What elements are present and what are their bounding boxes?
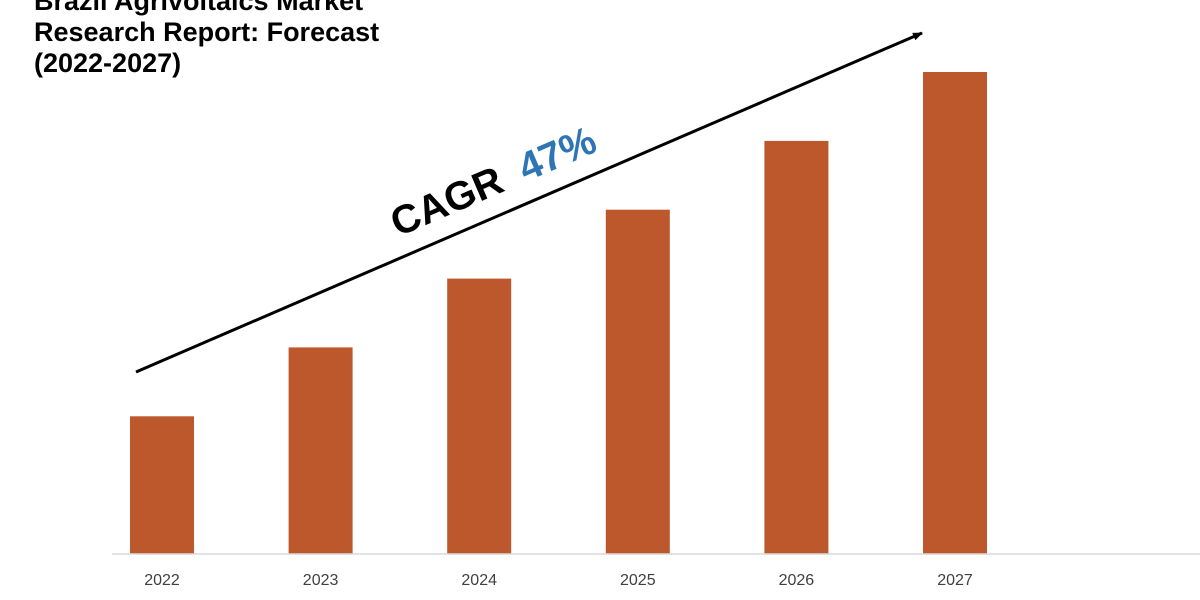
x-tick-labels: 2022 2023 2024 2025 2026 2027 <box>144 572 973 589</box>
bar-2022 <box>130 416 194 554</box>
x-tick-label-2023: 2023 <box>303 572 339 589</box>
bar-2027 <box>923 72 987 554</box>
x-tick-label-2026: 2026 <box>779 572 815 589</box>
cagr-annotation: CAGR 47% <box>384 118 603 245</box>
chart-title: Brazil Agrivoltaics Market Research Repo… <box>34 0 454 79</box>
cagr-value: 47% <box>512 118 603 190</box>
x-tick-label-2027: 2027 <box>937 572 973 589</box>
bar-2023 <box>288 347 353 554</box>
trend-arrow <box>135 31 923 374</box>
bars-layer <box>130 72 987 554</box>
title-line-1: Brazil Agrivoltaics Market <box>34 0 364 16</box>
title-line-2: Research Report: Forecast <box>34 17 380 47</box>
bar-2025 <box>605 209 670 554</box>
bar-2026 <box>764 140 829 554</box>
x-tick-label-2025: 2025 <box>620 572 656 589</box>
cagr-label: CAGR <box>384 158 510 245</box>
bar-2024 <box>447 278 512 554</box>
x-tick-label-2024: 2024 <box>461 572 497 589</box>
x-tick-label-2022: 2022 <box>144 572 180 589</box>
title-line-3: (2022-2027) <box>34 48 182 78</box>
